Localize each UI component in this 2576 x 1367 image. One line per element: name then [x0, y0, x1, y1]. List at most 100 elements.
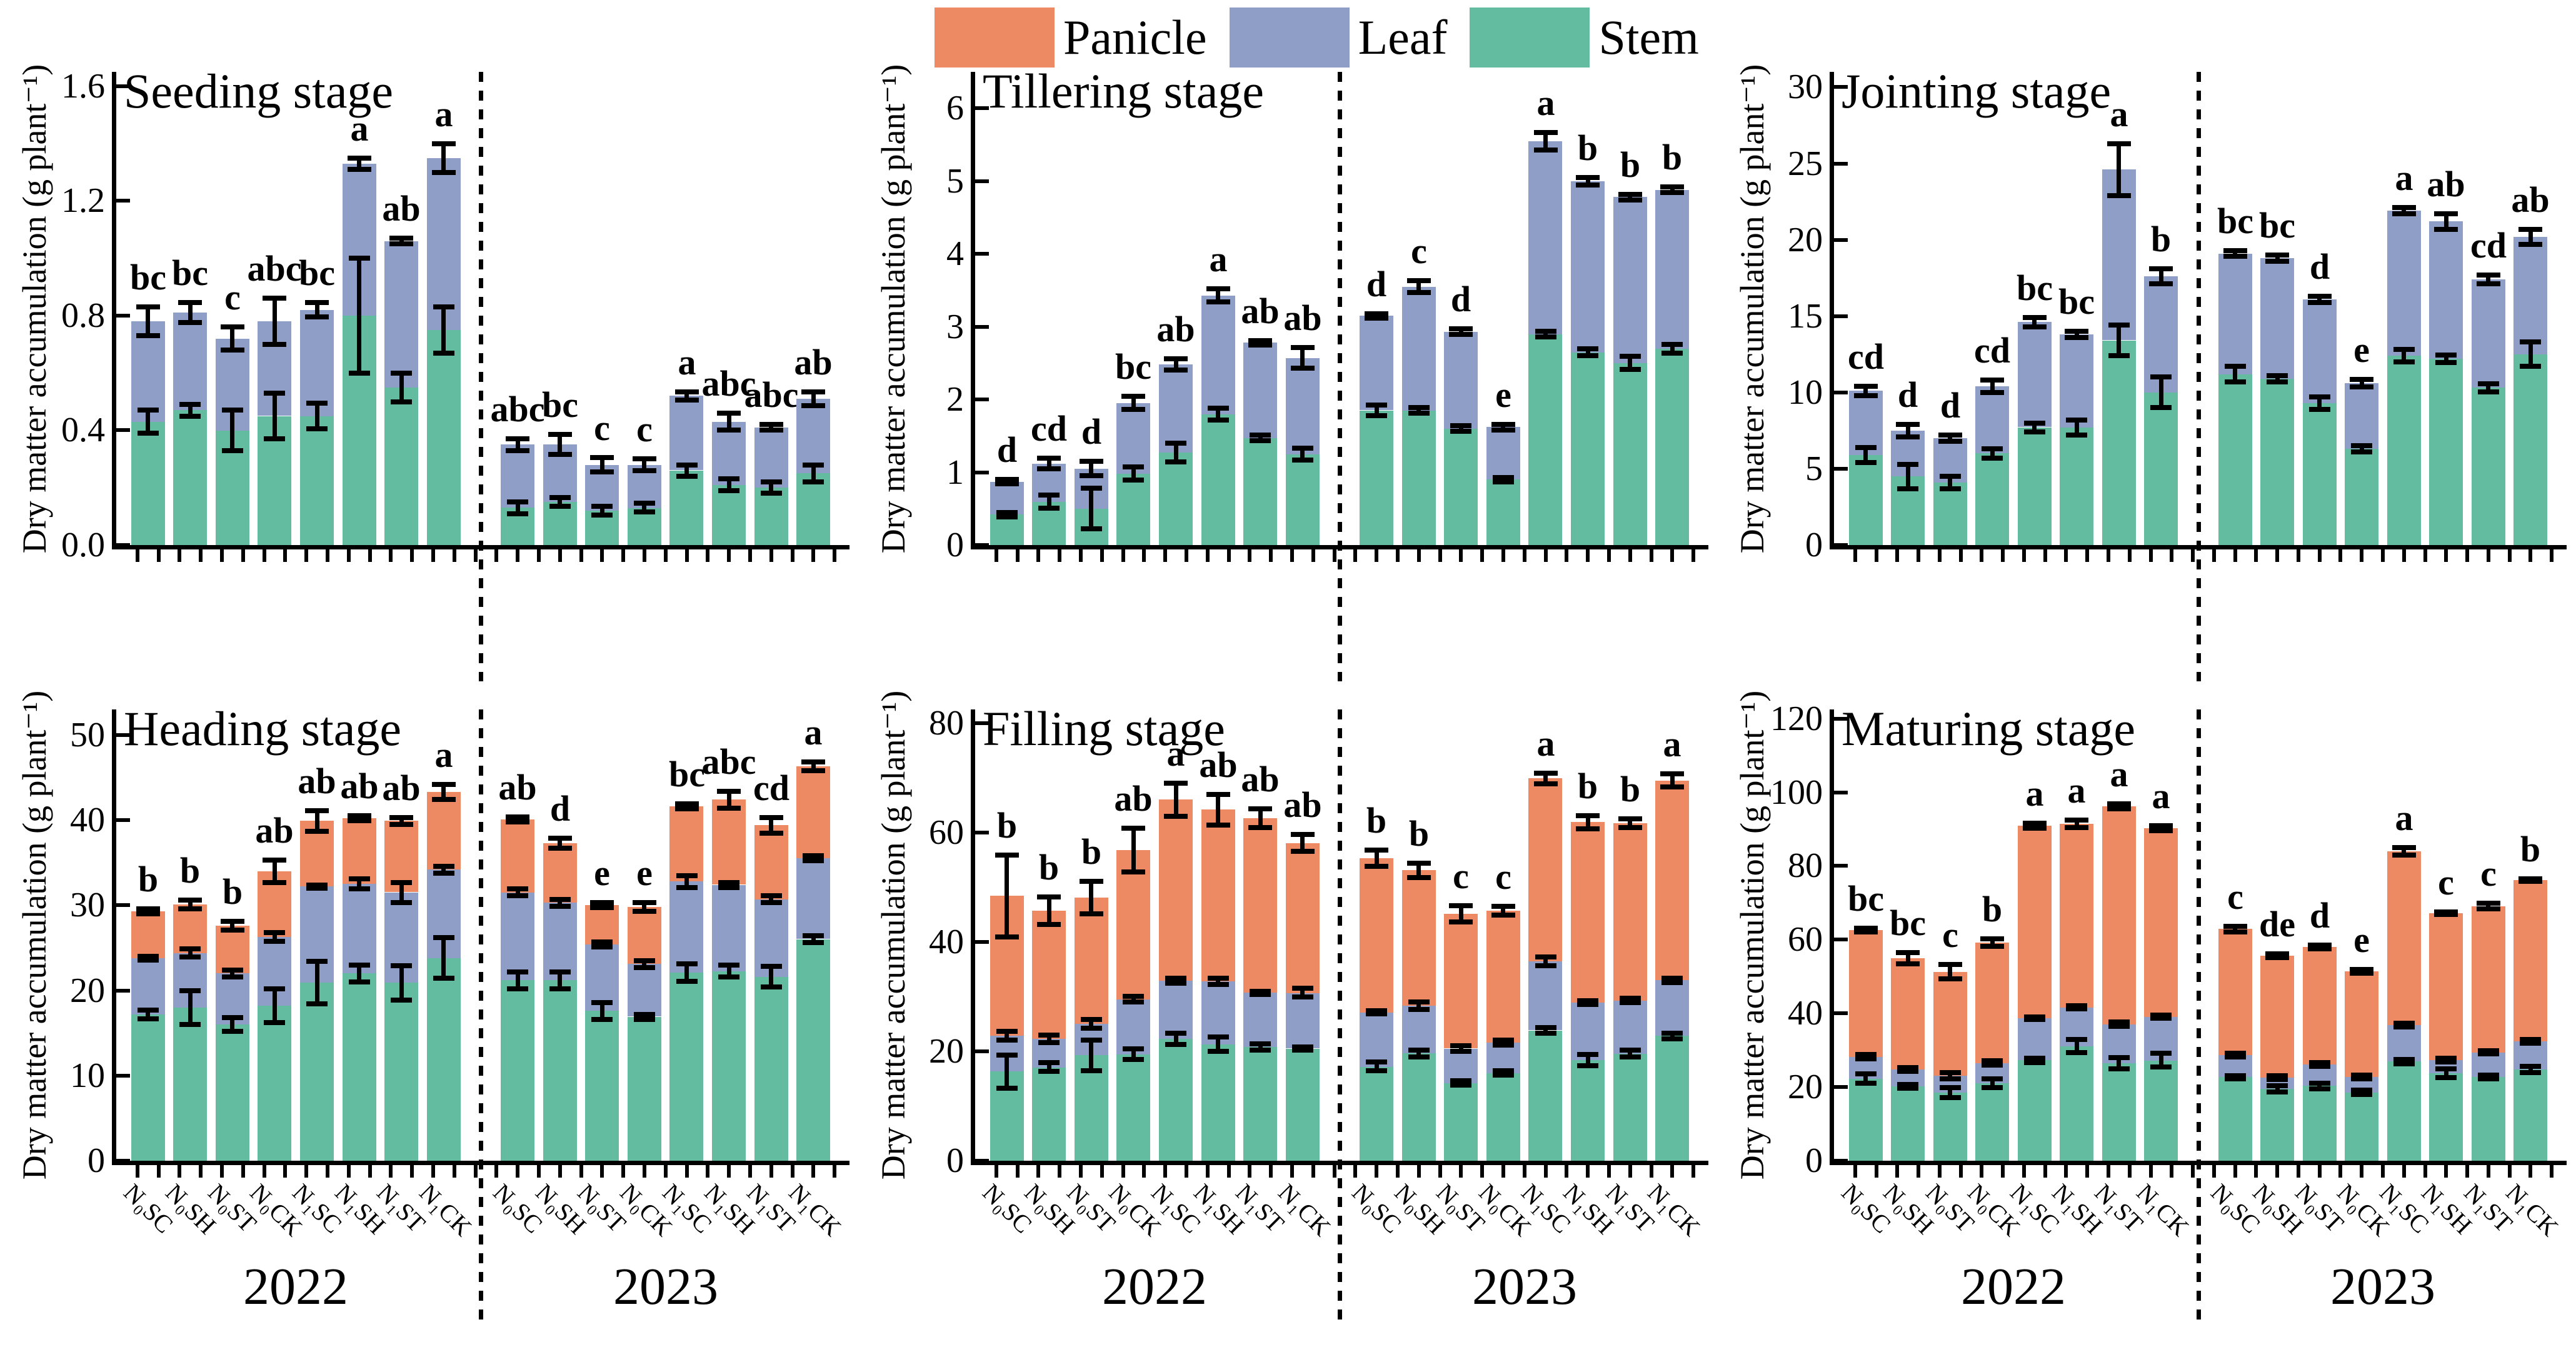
error-bar-stem-cap-bottom	[2066, 433, 2087, 438]
x-tick	[2022, 1165, 2026, 1178]
error-bar-total-line	[1586, 178, 1590, 185]
x-tick	[2170, 549, 2173, 562]
error-bar-stem-cap-bottom	[1292, 1048, 1313, 1053]
error-bar-total-cap-top	[759, 422, 783, 427]
error-bar-total-cap-bottom	[305, 314, 329, 319]
y-tick-label: 15	[1788, 297, 1823, 336]
bar-segment-panicle	[2429, 913, 2463, 1060]
error-bar-total-cap-top	[1080, 879, 1103, 884]
x-tick-label: N₀SC	[118, 1178, 179, 1239]
sig-letter: ab	[1241, 759, 1280, 799]
error-bar-stem-line	[1258, 435, 1263, 441]
error-bar-total-cap-top	[2392, 205, 2416, 210]
error-bar-leaf-cap-bottom	[2108, 1024, 2130, 1029]
error-bar-stem-cap-bottom	[591, 513, 613, 518]
sig-letter: a	[1209, 239, 1228, 279]
error-bar-stem-line	[273, 393, 277, 439]
error-bar-stem-cap-top	[1250, 1041, 1271, 1046]
x-tick	[2254, 549, 2258, 562]
x-tick	[2465, 549, 2469, 562]
error-bar-stem-cap-top	[1940, 474, 1961, 479]
error-bar-stem-cap-top	[1897, 1082, 1918, 1087]
y-tick	[116, 314, 130, 318]
error-bar-stem-cap-top	[591, 504, 613, 509]
y-tick-label: 20	[929, 1032, 964, 1071]
y-tick-label: 20	[1788, 221, 1823, 259]
error-bar-total-line	[2402, 208, 2406, 214]
x-tick	[220, 549, 224, 562]
x-tick	[2085, 1165, 2089, 1178]
error-bar-total-cap-bottom	[178, 906, 202, 911]
error-bar-total-line	[315, 303, 319, 317]
error-bar-total-cap-bottom	[2518, 242, 2542, 247]
bar-segment-panicle	[131, 911, 165, 958]
error-bar-leaf-cap-top	[2108, 1019, 2130, 1024]
x-tick	[2149, 1165, 2153, 1178]
x-tick	[748, 1165, 752, 1178]
x-tick-label: N₀SC	[2205, 1178, 2267, 1239]
error-bar-total-line	[1047, 897, 1051, 924]
y-axis-line	[971, 72, 975, 549]
error-bar-leaf-cap-bottom	[433, 871, 454, 876]
error-bar-stem-cap-bottom	[2393, 1061, 2415, 1066]
sig-letter: a	[1536, 83, 1555, 123]
error-bar-stem-cap-bottom	[349, 371, 370, 376]
bar-segment-stem	[712, 485, 746, 545]
error-bar-total-cap-top	[1248, 338, 1272, 343]
error-bar-total-line	[2075, 820, 2079, 828]
error-bar-leaf-cap-bottom	[2478, 1051, 2499, 1056]
error-bar-total-cap-top	[1206, 286, 1230, 291]
error-bar-total-line	[1459, 329, 1463, 334]
bar-segment-stem	[1571, 1060, 1605, 1161]
bar-segment-stem	[1933, 1093, 1967, 1161]
x-tick	[1523, 1165, 1526, 1178]
error-bar-stem-cap-top	[718, 476, 739, 481]
x-tick	[1417, 1165, 1421, 1178]
error-bar-stem-line	[1628, 1050, 1632, 1057]
sig-letter: a	[350, 108, 369, 149]
error-bar-leaf-cap-bottom	[264, 939, 285, 944]
bar-segment-panicle	[628, 907, 661, 964]
error-bar-leaf-cap-bottom	[676, 885, 698, 890]
x-tick	[1501, 1165, 1505, 1178]
y-tick-label: 40	[70, 801, 105, 839]
error-bar-total-cap-top	[136, 906, 160, 911]
bar-segment-panicle	[1444, 914, 1478, 1048]
x-tick	[2338, 549, 2342, 562]
y-tick	[975, 398, 989, 401]
error-bar-total-cap-bottom	[675, 398, 699, 403]
error-bar-stem-cap-bottom	[549, 986, 571, 991]
x-tick	[1917, 549, 1920, 562]
error-bar-total-cap-top	[675, 389, 699, 394]
bar-segment-panicle	[1933, 972, 1967, 1076]
error-bar-total-cap-bottom	[1206, 299, 1230, 304]
sig-letter: cd	[1848, 336, 1884, 377]
error-bar-leaf-cap-bottom	[761, 900, 782, 905]
y-tick	[1834, 791, 1848, 794]
error-bar-leaf-cap-top	[2225, 1051, 2246, 1056]
x-tick	[2465, 1165, 2469, 1178]
legend-swatch-panicle	[935, 8, 1055, 68]
bar-segment-leaf	[384, 241, 418, 388]
sig-letter: a	[2067, 770, 2086, 811]
x-tick	[1501, 549, 1505, 562]
bar-segment-stem	[628, 1017, 661, 1161]
error-bar-stem-cap-top	[2024, 1056, 2045, 1061]
bar-segment-stem	[1402, 1053, 1436, 1161]
error-bar-stem-line	[2402, 349, 2406, 362]
y-tick	[116, 818, 130, 822]
x-tick	[1480, 1165, 1484, 1178]
legend-label: Leaf	[1358, 10, 1448, 64]
error-bar-stem-cap-top	[1855, 1071, 1877, 1076]
bar-segment-panicle	[669, 806, 703, 881]
error-bar-leaf-cap-bottom	[306, 886, 328, 891]
error-bar-stem-cap-bottom	[138, 1016, 159, 1021]
bar-segment-stem	[1975, 1083, 2009, 1161]
error-bar-total-cap-bottom	[1896, 434, 1920, 439]
error-bar-stem-cap-top	[1577, 1052, 1598, 1057]
error-bar-leaf-cap-top	[1577, 998, 1598, 1003]
chart-seeding-stage: Dry matter accumulation (g plant⁻¹) 0.0 0.…	[0, 0, 859, 681]
error-bar-leaf-cap-top	[2066, 1003, 2087, 1008]
bar-segment-leaf	[2387, 211, 2421, 356]
error-bar-total-line	[642, 903, 646, 911]
